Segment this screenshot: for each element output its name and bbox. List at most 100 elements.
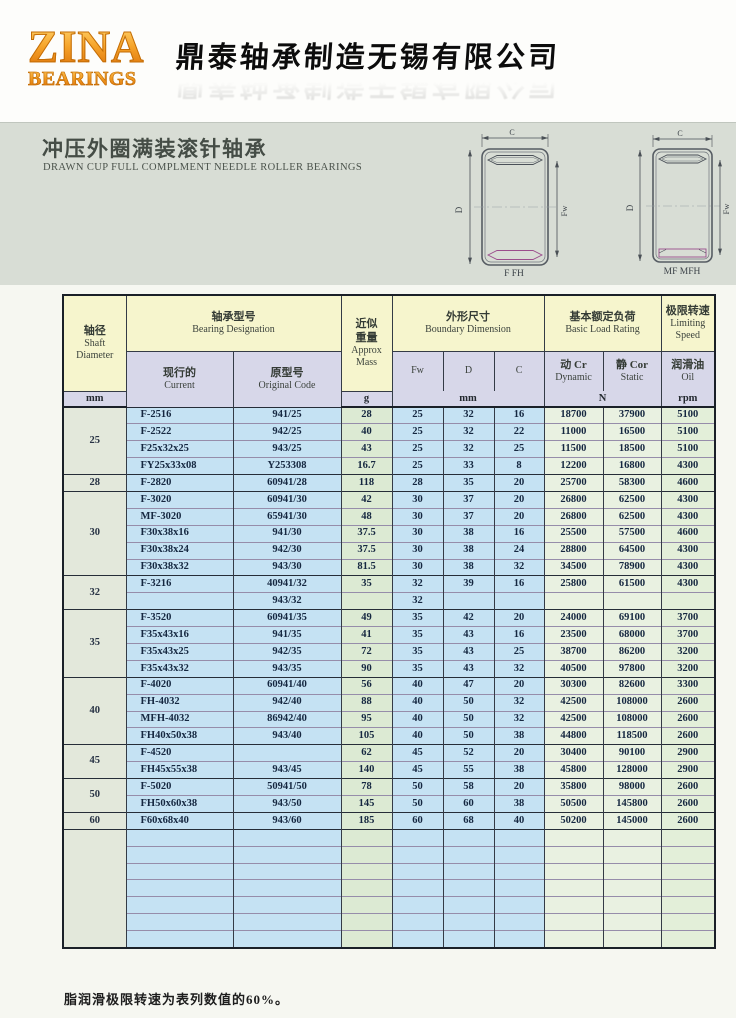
table-row-empty (63, 862, 716, 880)
cell-fw: 28 (391, 474, 444, 492)
cell-fw: 60 (391, 811, 444, 830)
speed-header-en2: Speed (675, 330, 700, 342)
shaft-diameter-cell: 28 (62, 474, 126, 492)
cell-cr: 50200 (543, 811, 604, 830)
cell-d: 32 (442, 406, 495, 424)
table-row: F30x38x16 941/30 37.5 30 38 16 25500 57500 4600 (63, 524, 716, 543)
cell-d (442, 592, 495, 610)
cell-oil: 5100 (660, 423, 716, 441)
load-header-zh: 基本额定负荷 (569, 311, 636, 324)
cell-mass: 78 (340, 778, 393, 796)
cell-fw: 45 (391, 744, 444, 762)
cell-oil: 4600 (660, 474, 716, 492)
cell-oil (660, 828, 716, 847)
cell-cor: 62500 (602, 507, 662, 526)
cell-cor (602, 862, 662, 880)
d-header: D (464, 365, 473, 377)
col-header-c: C (493, 351, 545, 391)
cell-mass: 62 (340, 744, 393, 762)
cell-c: 38 (493, 794, 545, 813)
cell-cor (602, 930, 662, 948)
table-row: 30 F-3020 60941/30 42 30 37 20 26800 62500 4300 (62, 490, 716, 576)
cell-mass: 185 (340, 811, 393, 830)
cell-fw: 25 (391, 406, 444, 424)
cell-original (232, 828, 342, 847)
col-header-limiting-speed: 极限转速 Limiting Speed (660, 295, 716, 352)
dim-fw-label: Fw (721, 203, 731, 215)
section-title-en: DRAWN CUP FULL COMPLMENT NEEDLE ROLLER B… (43, 162, 363, 173)
cell-cr: 30400 (543, 744, 604, 762)
cell-oil: 4300 (660, 507, 716, 526)
shaft-diameter-cell: 30 (62, 490, 126, 576)
table-row: F35x43x25 942/35 72 35 43 25 38700 86200 3200 (63, 642, 716, 661)
static-header-zh: 静 Cor (615, 359, 649, 372)
cell-current (125, 845, 233, 864)
cell-d (442, 828, 495, 847)
cell-c (493, 862, 545, 880)
cell-current: MFH-4032 (125, 710, 233, 728)
cell-c: 25 (493, 642, 545, 661)
cell-mass: 72 (340, 642, 393, 661)
cell-current: F30x38x32 (125, 558, 233, 576)
cell-c: 20 (493, 474, 545, 492)
cell-c: 24 (493, 541, 545, 560)
cell-c (493, 592, 545, 610)
cell-fw: 32 (391, 592, 444, 610)
cell-oil (660, 896, 716, 914)
cell-current: FH50x60x38 (125, 794, 233, 813)
cell-d: 35 (442, 474, 495, 492)
table-row-empty (63, 930, 716, 948)
cell-c: 32 (493, 693, 545, 712)
cell-cr: 25700 (543, 474, 604, 492)
cell-current: F-4520 (125, 744, 233, 762)
cell-d: 38 (442, 541, 495, 560)
cell-c: 32 (493, 710, 545, 728)
designation-header-zh: 轴承型号 (211, 311, 256, 324)
cell-current: MF-3020 (125, 507, 233, 526)
col-header-basic-load-rating: 基本额定负荷 Basic Load Rating (543, 295, 662, 352)
table-row: FH45x55x38 943/45 140 45 55 38 45800 128000 2900 (63, 761, 716, 779)
cell-d: 42 (442, 609, 495, 627)
cell-c: 32 (493, 659, 545, 678)
cell-c: 20 (493, 676, 545, 695)
cell-c: 20 (493, 609, 545, 627)
cell-d: 50 (442, 710, 495, 728)
cell-original: 943/32 (232, 592, 342, 610)
cell-original (232, 744, 342, 762)
original-header-zh: 原型号 (270, 367, 304, 379)
mass-header-en2: Mass (355, 357, 378, 369)
cell-original: 943/25 (232, 440, 342, 458)
cell-cr: 38700 (543, 642, 604, 661)
shaft-header-zh: 轴径 (83, 325, 106, 338)
brand-logo-bearings: BEARINGS (28, 69, 178, 90)
cell-fw: 30 (391, 541, 444, 560)
cell-original: 942/40 (232, 693, 342, 712)
cell-c (493, 845, 545, 864)
cell-fw: 30 (391, 524, 444, 543)
col-header-d: D (442, 351, 495, 391)
cell-cor: 78900 (602, 558, 662, 576)
cell-c: 16 (493, 575, 545, 593)
cell-c: 38 (493, 727, 545, 745)
cell-mass: 88 (340, 693, 393, 712)
cell-fw (391, 862, 444, 880)
table-row: 35 F-3520 60941/35 49 35 42 20 24000 69100 3700 (62, 609, 716, 678)
unit-mm-shaft: mm (62, 391, 126, 408)
cell-current: F-3020 (125, 490, 233, 509)
cell-cr (543, 828, 604, 847)
cell-cr: 50500 (543, 794, 604, 813)
cell-mass: 37.5 (340, 524, 393, 543)
cell-d: 68 (442, 811, 495, 830)
cell-mass: 28 (340, 406, 393, 424)
cell-cr: 42500 (543, 693, 604, 712)
cell-fw: 50 (391, 794, 444, 813)
cell-d: 50 (442, 727, 495, 745)
cell-fw: 30 (391, 490, 444, 509)
shaft-diameter-cell: 45 (62, 744, 126, 779)
cell-mass: 16.7 (340, 457, 393, 475)
cell-fw: 30 (391, 507, 444, 526)
cell-original: 941/30 (232, 524, 342, 543)
table-row: F25x32x25 943/25 43 25 32 25 11500 18500 5100 (63, 440, 716, 458)
cell-current (125, 930, 233, 948)
cell-cr (543, 592, 604, 610)
